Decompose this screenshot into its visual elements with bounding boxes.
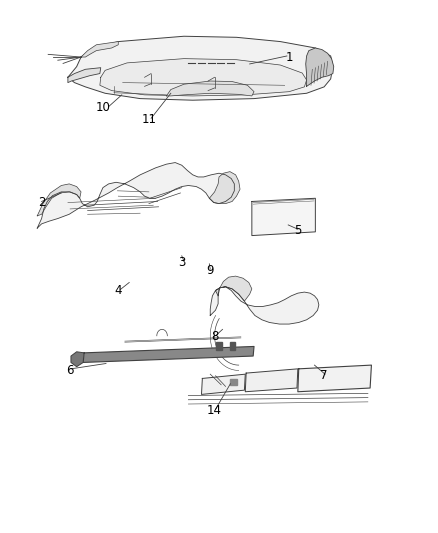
Polygon shape: [230, 342, 235, 350]
Polygon shape: [298, 365, 371, 392]
Polygon shape: [81, 42, 118, 57]
Polygon shape: [37, 184, 81, 216]
Text: 3: 3: [178, 256, 185, 269]
Polygon shape: [68, 68, 101, 83]
Text: 7: 7: [320, 369, 328, 382]
Text: 8: 8: [211, 330, 218, 343]
Polygon shape: [306, 48, 334, 86]
Polygon shape: [83, 346, 254, 362]
Polygon shape: [210, 287, 319, 324]
Text: 10: 10: [95, 101, 110, 114]
Polygon shape: [100, 59, 307, 96]
Polygon shape: [216, 342, 222, 350]
Polygon shape: [209, 172, 240, 204]
Text: 1: 1: [285, 51, 293, 64]
Polygon shape: [37, 163, 234, 228]
Text: 4: 4: [114, 284, 122, 297]
Polygon shape: [68, 36, 333, 100]
Polygon shape: [71, 352, 84, 367]
Text: 5: 5: [294, 224, 301, 237]
Polygon shape: [201, 374, 245, 394]
Polygon shape: [166, 81, 254, 96]
Text: 6: 6: [66, 364, 74, 377]
Polygon shape: [218, 276, 252, 301]
Text: 9: 9: [206, 264, 214, 277]
Polygon shape: [230, 379, 237, 385]
Text: 2: 2: [38, 196, 46, 209]
Text: 11: 11: [141, 114, 156, 126]
Text: 14: 14: [207, 404, 222, 417]
Polygon shape: [252, 198, 315, 236]
Polygon shape: [245, 369, 298, 392]
